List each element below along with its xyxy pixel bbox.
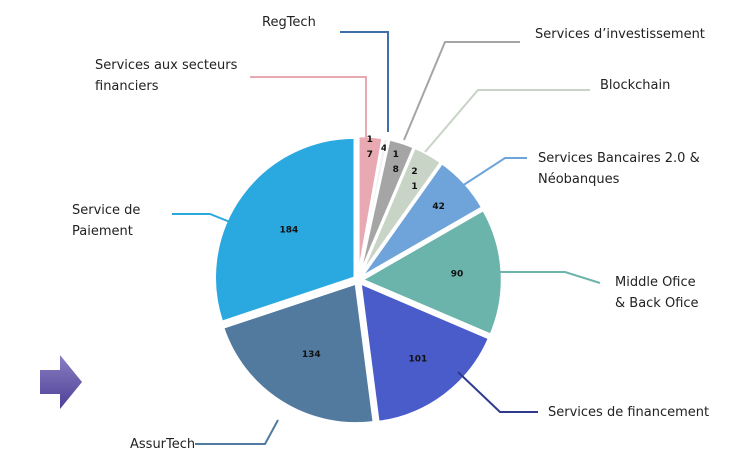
data-label: 101 xyxy=(408,355,427,365)
category-label: Middle Ofice & Back Ofice xyxy=(615,275,700,311)
data-label: 134 xyxy=(302,350,321,360)
leader-line xyxy=(250,76,367,138)
category-label: Service de Paiement xyxy=(72,203,145,239)
arrow-icon xyxy=(40,355,82,409)
data-label: 90 xyxy=(451,270,464,280)
pie-slice xyxy=(358,281,491,424)
pie-slice xyxy=(221,281,376,425)
category-label: RegTech xyxy=(262,15,316,30)
leader-line xyxy=(195,419,279,445)
category-label: Services Bancaires 2.0 & Néobanques xyxy=(538,151,704,187)
data-label: 184 xyxy=(279,226,298,236)
leader-line xyxy=(457,371,538,413)
category-label: Services de financement xyxy=(548,405,709,420)
data-label: 4 xyxy=(381,144,387,154)
leader-line xyxy=(172,213,231,223)
leader-line xyxy=(403,41,520,141)
leader-line xyxy=(461,157,527,187)
leader-line xyxy=(424,89,590,153)
pie-slice xyxy=(359,161,485,279)
leader-line xyxy=(494,271,601,284)
category-label: Services aux secteurs financiers xyxy=(95,58,242,94)
pie-slice xyxy=(213,136,357,324)
data-label: 42 xyxy=(432,202,445,212)
category-label: Services d’investissement xyxy=(535,27,705,42)
pie-slice xyxy=(358,145,443,278)
category-label: AssurTech xyxy=(130,437,195,452)
category-label: Blockchain xyxy=(600,78,670,93)
leader-line xyxy=(340,31,389,132)
